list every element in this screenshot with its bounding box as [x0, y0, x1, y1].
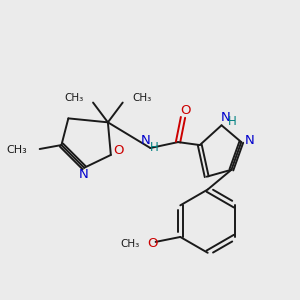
- Text: N: N: [220, 111, 230, 124]
- Text: N: N: [244, 134, 254, 147]
- Text: CH₃: CH₃: [133, 93, 152, 103]
- Text: O: O: [181, 104, 191, 117]
- Text: N: N: [78, 168, 88, 181]
- Text: N: N: [141, 134, 150, 147]
- Text: H: H: [150, 140, 159, 154]
- Text: CH₃: CH₃: [64, 93, 83, 103]
- Text: CH₃: CH₃: [6, 145, 27, 155]
- Text: O: O: [113, 145, 124, 158]
- Text: H: H: [228, 115, 237, 128]
- Text: O: O: [147, 237, 158, 250]
- Text: CH₃: CH₃: [121, 239, 140, 249]
